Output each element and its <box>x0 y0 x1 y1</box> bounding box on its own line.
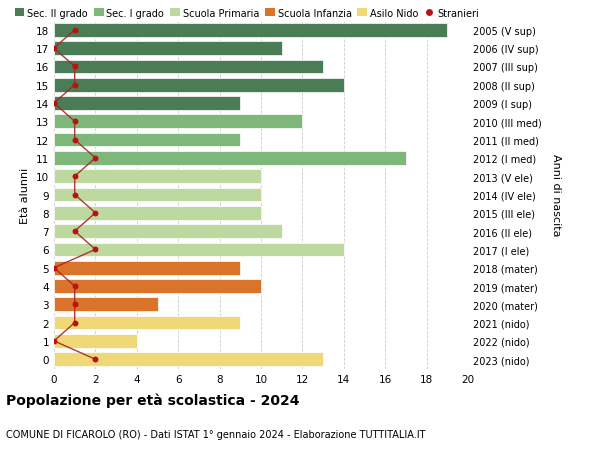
Bar <box>54 115 302 129</box>
Bar <box>54 225 282 239</box>
Point <box>70 27 79 34</box>
Point <box>70 118 79 126</box>
Bar <box>54 316 240 330</box>
Bar <box>54 61 323 74</box>
Point <box>70 301 79 308</box>
Point <box>70 63 79 71</box>
Bar <box>54 151 406 165</box>
Legend: Sec. II grado, Sec. I grado, Scuola Primaria, Scuola Infanzia, Asilo Nido, Stran: Sec. II grado, Sec. I grado, Scuola Prim… <box>11 5 482 22</box>
Bar <box>54 334 137 348</box>
Point <box>91 246 100 253</box>
Bar <box>54 207 261 220</box>
Point <box>70 82 79 89</box>
Point <box>70 228 79 235</box>
Bar <box>54 78 344 92</box>
Bar <box>54 188 261 202</box>
Bar <box>54 42 282 56</box>
Text: COMUNE DI FICAROLO (RO) - Dati ISTAT 1° gennaio 2024 - Elaborazione TUTTITALIA.I: COMUNE DI FICAROLO (RO) - Dati ISTAT 1° … <box>6 429 425 439</box>
Point <box>49 45 59 53</box>
Point <box>70 191 79 199</box>
Point <box>70 137 79 144</box>
Point <box>91 356 100 363</box>
Bar <box>54 261 240 275</box>
Text: Popolazione per età scolastica - 2024: Popolazione per età scolastica - 2024 <box>6 392 299 407</box>
Point <box>49 337 59 345</box>
Point <box>49 100 59 107</box>
Point <box>91 210 100 217</box>
Point <box>49 264 59 272</box>
Point <box>70 319 79 327</box>
Bar <box>54 243 344 257</box>
Bar <box>54 24 448 38</box>
Bar <box>54 134 240 147</box>
Bar <box>54 170 261 184</box>
Y-axis label: Anni di nascita: Anni di nascita <box>551 154 561 236</box>
Bar <box>54 298 157 312</box>
Y-axis label: Età alunni: Età alunni <box>20 167 31 223</box>
Point <box>70 173 79 180</box>
Point <box>70 283 79 290</box>
Bar <box>54 97 240 111</box>
Bar <box>54 353 323 366</box>
Point <box>91 155 100 162</box>
Bar <box>54 280 261 293</box>
